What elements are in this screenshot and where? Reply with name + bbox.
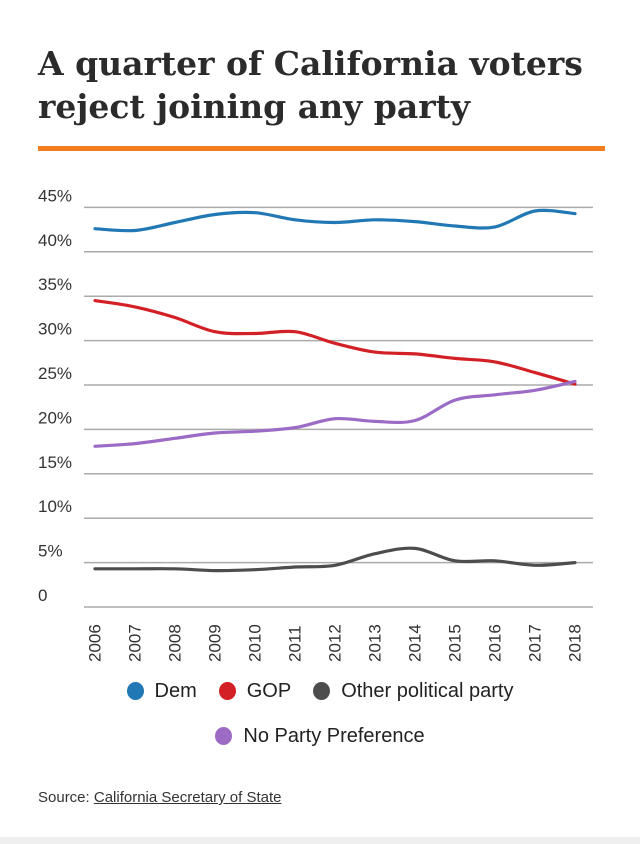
legend-dot-gop-icon	[218, 682, 236, 700]
series-line-gop	[93, 299, 577, 386]
y-axis-label: 40%	[38, 231, 72, 250]
y-axis-label: 20%	[38, 408, 72, 427]
series-line-dem	[93, 208, 577, 233]
legend-label: Other political party	[341, 680, 514, 702]
footer-strip	[0, 837, 640, 844]
legend-label: Dem	[154, 680, 197, 702]
page-title-line: A quarter of California voters	[38, 44, 583, 83]
legend-dot-other-political-party-icon	[313, 682, 331, 700]
x-axis-label: 2008	[166, 624, 185, 662]
x-axis-label: 2018	[566, 624, 585, 662]
legend-dot-no-party-preference-icon	[215, 727, 233, 745]
source-link[interactable]: California Secretary of State	[93, 789, 282, 806]
source-prefix: Source:	[38, 789, 94, 806]
source-note: Source: California Secretary of State	[38, 789, 281, 806]
x-axis-label: 2010	[246, 624, 265, 662]
x-axis-label: 2014	[406, 624, 425, 662]
legend-item-gop: GOP	[218, 678, 292, 704]
y-axis-label: 30%	[38, 320, 72, 339]
series-line-no-party-preference	[93, 379, 577, 448]
legend-label: GOP	[246, 680, 292, 702]
legend-item-dem: Dem	[126, 678, 197, 704]
x-axis-label: 2013	[366, 624, 385, 662]
accent-divider	[38, 146, 605, 151]
page-title: A quarter of California voters reject jo…	[0, 0, 640, 128]
legend-dot-dem-icon	[126, 682, 144, 700]
legend-row: No Party Preference	[215, 723, 425, 749]
y-axis-label: 15%	[38, 453, 72, 472]
x-axis-label: 2009	[206, 624, 225, 662]
x-axis-label: 2007	[126, 624, 145, 662]
x-axis-label: 2006	[86, 624, 105, 662]
y-axis-label: 5%	[38, 542, 63, 561]
x-axis-label: 2015	[446, 624, 465, 662]
line-chart: 45% 40% 35% 30% 25% 20% 15% 10% 5% 0 2006 2007 2008 2…	[38, 186, 593, 662]
y-axis-label: 45%	[38, 186, 72, 205]
x-axis-label: 2017	[526, 624, 545, 662]
legend-label: No Party Preference	[243, 725, 425, 747]
legend-item-other-political-party: Other political party	[313, 678, 513, 704]
x-axis-label: 2016	[486, 624, 505, 662]
y-axis-label: 0	[38, 586, 47, 605]
legend-row: Dem GOP Other political party	[126, 678, 513, 704]
y-axis-label: 10%	[38, 497, 72, 516]
legend-item-no-party-preference: No Party Preference	[215, 723, 425, 749]
y-axis-label: 35%	[38, 275, 72, 294]
x-axis-label: 2011	[286, 625, 305, 662]
chart-legend: Dem GOP Other political party No Party Pref…	[0, 678, 640, 749]
page-title-line: reject joining any party	[38, 87, 471, 126]
y-axis-label: 25%	[38, 364, 72, 383]
series-line-other-political-party	[93, 546, 577, 573]
x-axis-label: 2012	[326, 624, 345, 662]
